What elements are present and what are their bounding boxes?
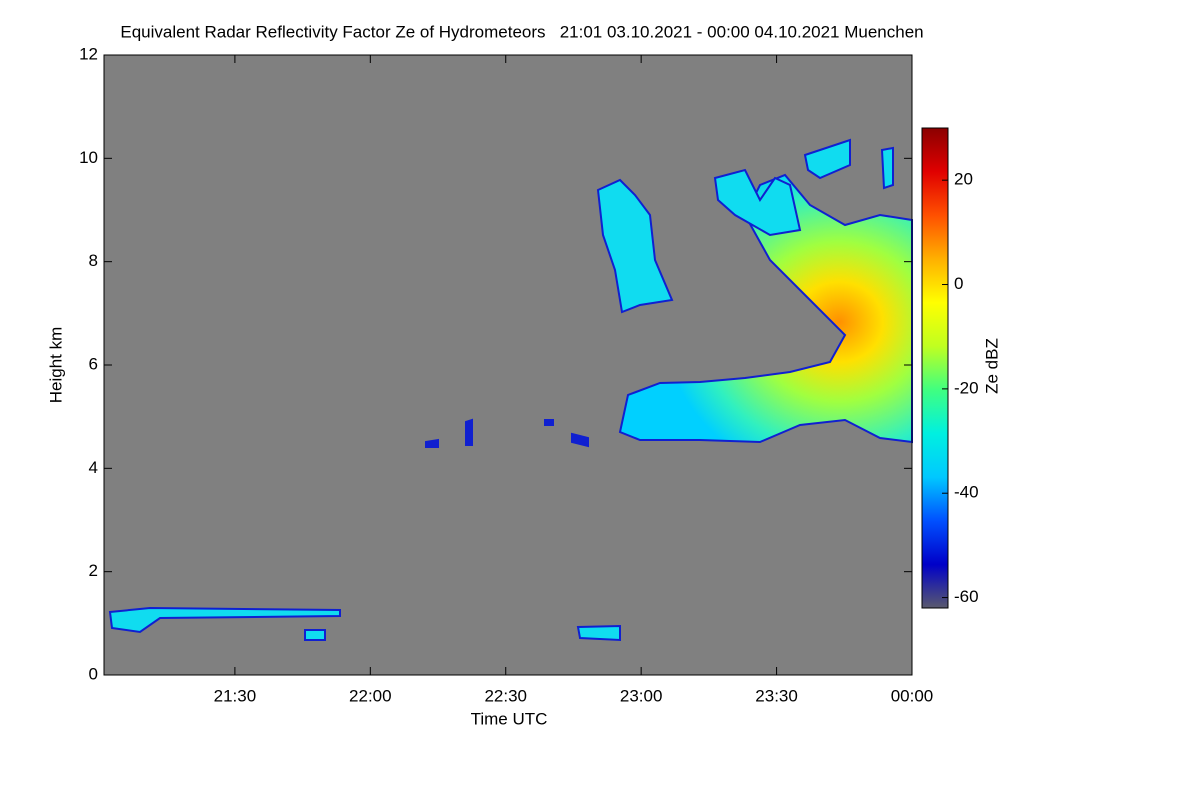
colorbar-tick-label: 20: [954, 170, 973, 189]
y-tick-label: 4: [89, 458, 98, 477]
x-axis-label: Time UTC: [471, 709, 548, 728]
x-tick-label: 21:30: [214, 686, 257, 705]
colorbar-tick-label: -60: [954, 587, 979, 606]
colorbar: [921, 127, 949, 609]
y-tick-label: 10: [79, 148, 98, 167]
y-tick-label: 12: [79, 44, 98, 63]
echo-low: [304, 629, 326, 641]
x-tick-label: 22:00: [349, 686, 392, 705]
y-tick-label: 2: [89, 561, 98, 580]
y-tick-label: 0: [89, 664, 98, 683]
colorbar-tick-label: 0: [954, 274, 963, 293]
x-tick-label: 22:30: [484, 686, 527, 705]
echoes: [108, 138, 913, 642]
y-tick-label: 6: [89, 354, 98, 373]
y-axis-label: Height km: [46, 327, 65, 404]
echo-top: [803, 138, 851, 180]
x-tick-label: 23:00: [620, 686, 663, 705]
y-tick-label: 8: [89, 251, 98, 270]
x-tick-label: 23:30: [755, 686, 798, 705]
colorbar-label: Ze dBZ: [982, 338, 1001, 394]
plot-background: [104, 55, 912, 675]
colorbar-tick-label: -20: [954, 378, 979, 397]
echo-top: [880, 146, 894, 190]
echo-low: [576, 624, 621, 642]
x-tick-label: 00:00: [891, 686, 934, 705]
chart-title: Equivalent Radar Reflectivity Factor Ze …: [120, 22, 923, 41]
colorbar-tick-label: -40: [954, 483, 979, 502]
echo-main: [618, 173, 913, 444]
echo-speck: [425, 418, 589, 448]
echo-anvil: [596, 178, 674, 314]
echo-top: [713, 168, 802, 237]
echo-low: [108, 606, 341, 634]
